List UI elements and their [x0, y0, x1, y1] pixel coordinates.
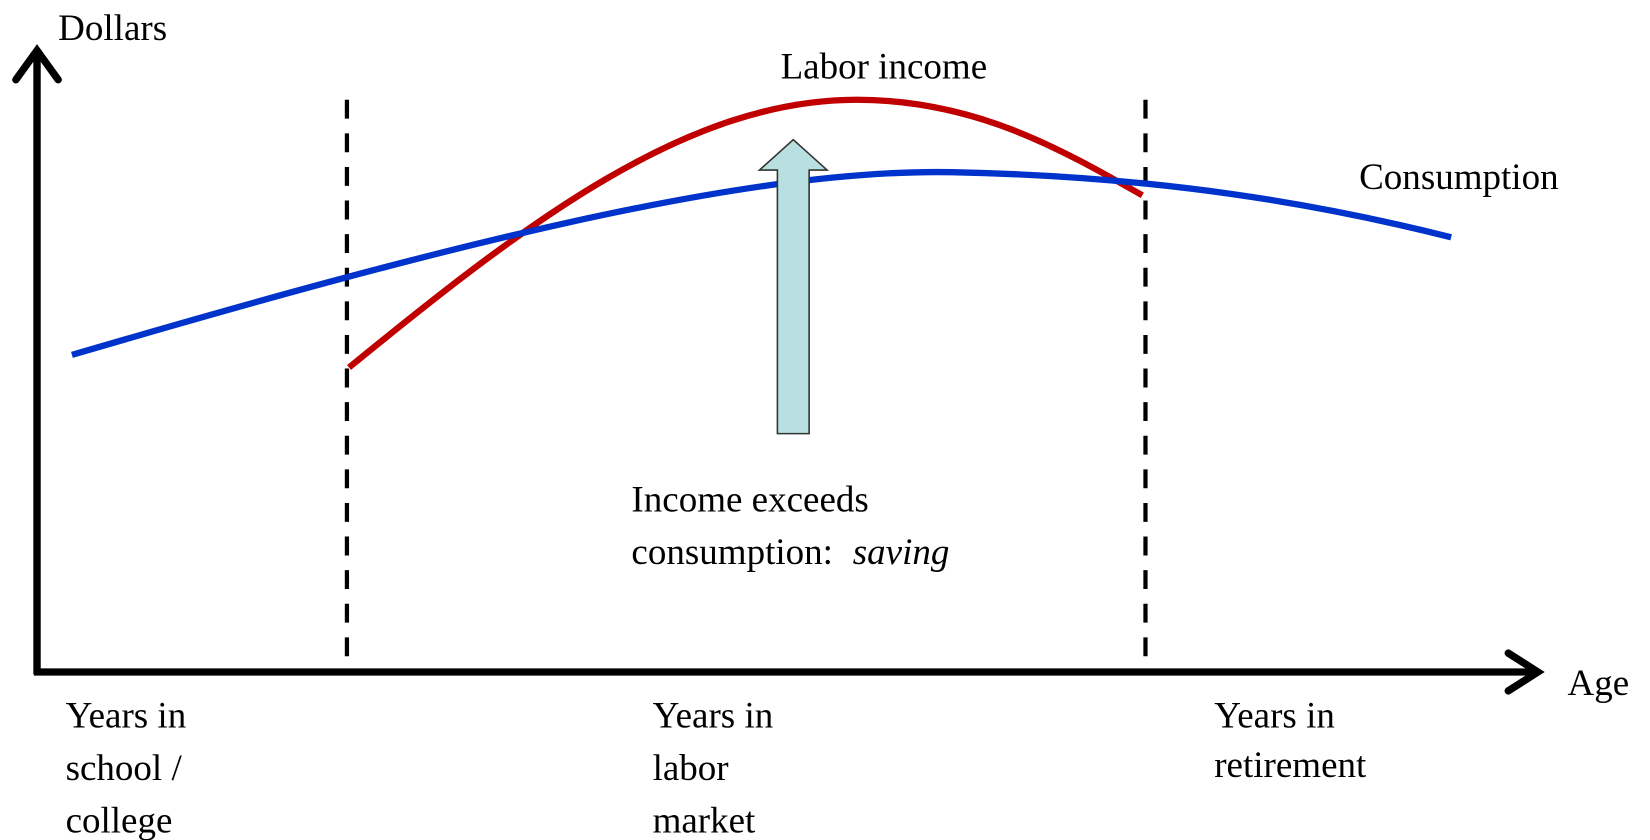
- phase-line: Years in: [653, 695, 774, 736]
- curve-label: Labor income: [781, 46, 988, 87]
- x-axis-label: Age: [1568, 662, 1630, 703]
- annotation: Income exceeds consumption: saving: [631, 478, 949, 571]
- y-axis-arrowhead: [12, 44, 62, 84]
- phase-line: retirement: [1214, 744, 1367, 785]
- phase-line: market: [653, 800, 757, 840]
- consumption-curve: [71, 168, 1452, 358]
- curve-label: Consumption: [1359, 156, 1558, 197]
- y-axis-label: Dollars: [58, 7, 167, 48]
- phase-label: Years in labor market: [653, 695, 783, 840]
- annotation-line: Income exceeds: [631, 478, 868, 519]
- phase-label: Years in school / college: [66, 695, 196, 840]
- phase-line: college: [66, 800, 173, 840]
- annotation-line: consumption:: [631, 531, 832, 572]
- labor-income-curve: [347, 96, 1144, 370]
- phase-line: labor: [653, 747, 729, 788]
- annotation-emphasis: saving: [853, 531, 950, 572]
- x-axis-arrowhead: [1504, 649, 1545, 695]
- phase-label: Years in retirement: [1214, 695, 1367, 785]
- phase-line: Years in: [1214, 695, 1335, 736]
- saving-arrow: [757, 138, 830, 435]
- phase-line: Years in: [66, 695, 187, 736]
- phase-line: school /: [66, 747, 183, 788]
